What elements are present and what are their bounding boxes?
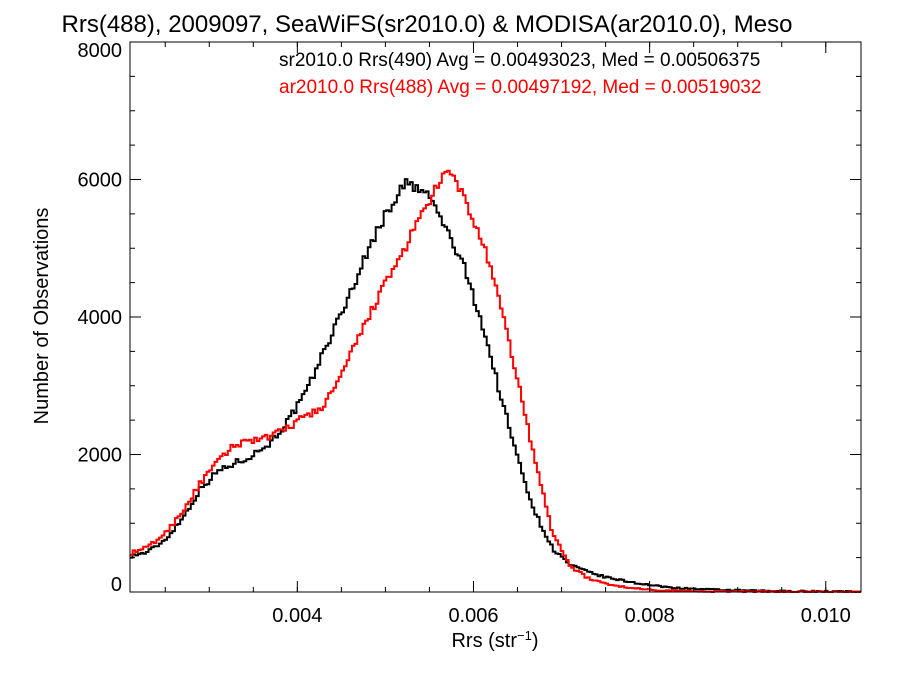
legend-entry-1: sr2010.0 Rrs(490) Avg = 0.00493023, Med … xyxy=(279,50,760,71)
x-axis-label-superscript: −1 xyxy=(517,628,532,643)
y-tick-label: 8000 xyxy=(78,40,123,62)
ticks-layer: 0.004 0.006 0.008 0.010 0 2000 4000 6000 8000 xyxy=(78,40,861,627)
chart-title: Rrs(488), 2009097, SeaWiFS(sr2010.0) & M… xyxy=(62,11,793,38)
legend-entry-2: ar2010.0 Rrs(488) Avg = 0.00497192, Med … xyxy=(279,77,761,98)
series-line-1 xyxy=(130,178,861,593)
series-line-2 xyxy=(130,169,861,593)
series-layer xyxy=(130,169,861,593)
x-axis-label-close: ) xyxy=(532,630,539,652)
x-tick-label: 0.004 xyxy=(272,605,322,627)
y-tick-label: 2000 xyxy=(78,445,123,467)
y-tick-label: 0 xyxy=(111,574,122,596)
x-axis-label: Rrs (str−1) xyxy=(451,628,538,653)
y-tick-label: 4000 xyxy=(78,307,123,329)
y-axis-label: Number of Observations xyxy=(31,208,53,425)
legend: sr2010.0 Rrs(490) Avg = 0.00493023, Med … xyxy=(279,50,761,98)
plot-frame xyxy=(129,41,862,593)
x-axis-label-main: Rrs (str xyxy=(451,630,517,652)
x-tick-label: 0.006 xyxy=(448,605,498,627)
x-tick-label: 0.008 xyxy=(625,605,675,627)
x-tick-label: 0.010 xyxy=(801,605,851,627)
y-tick-label: 6000 xyxy=(78,170,123,192)
